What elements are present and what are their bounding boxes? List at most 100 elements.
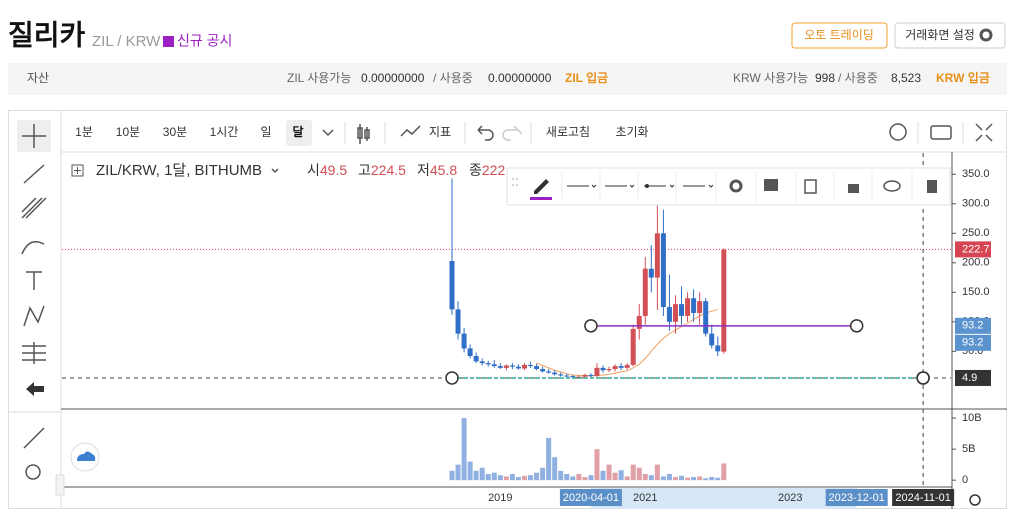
legend-plus <box>74 167 81 174</box>
legend-chevron[interactable] <box>271 168 279 174</box>
segment-handle[interactable] <box>584 319 598 333</box>
volume-bar <box>521 475 527 481</box>
volume-bar <box>479 467 485 481</box>
trendline-tool[interactable] <box>23 164 45 184</box>
lock-icon[interactable] <box>848 184 859 193</box>
drawing-toolbar <box>506 167 951 206</box>
settings-button[interactable] <box>894 22 1006 49</box>
candle-body <box>570 376 576 378</box>
fullscreen-icon[interactable] <box>975 123 993 142</box>
redo[interactable] <box>502 125 523 141</box>
pattern-tool[interactable] <box>23 305 45 327</box>
segment-handle[interactable] <box>849 319 864 333</box>
undo[interactable] <box>477 125 494 141</box>
line-style-icons[interactable] <box>567 184 714 188</box>
candle-body <box>515 366 521 369</box>
volume-bar <box>691 477 697 481</box>
chart-type-icon[interactable] <box>357 124 370 144</box>
volume-bar <box>467 461 473 481</box>
candle-body <box>630 328 636 365</box>
volume-bar <box>600 470 606 481</box>
volume-bar <box>654 464 660 481</box>
volume-bar <box>685 477 691 481</box>
interval[interactable]: 일 <box>260 125 271 139</box>
pair: ZIL / KRW <box>92 33 161 50</box>
candle-body <box>648 268 654 278</box>
ruler-tool[interactable] <box>23 427 45 449</box>
candle-body <box>521 364 527 369</box>
reset[interactable]: 초기화 <box>615 125 648 139</box>
krw-in-use: 8,523 <box>891 71 921 85</box>
interval[interactable]: 1분 <box>75 125 93 139</box>
y2-tick-label: 0 <box>962 474 968 486</box>
y-tick-label: 150.0 <box>962 286 990 298</box>
brush-tool[interactable] <box>21 240 45 255</box>
candle-body <box>546 371 552 373</box>
clone-icon[interactable] <box>804 179 817 194</box>
interval[interactable]: 달 <box>292 125 303 139</box>
candle-body <box>461 333 467 349</box>
volume-bar <box>552 457 558 481</box>
krw-deposit[interactable]: KRW 입금 <box>936 71 990 85</box>
zil-available-label: ZIL 사용가능 <box>287 71 351 85</box>
zil-in-use-label: / 사용중 <box>433 71 473 85</box>
y2-tick-label: 10B <box>962 412 982 424</box>
settings-icon[interactable] <box>889 123 907 141</box>
interval-dropdown[interactable] <box>322 129 334 137</box>
candle-body <box>636 315 642 329</box>
candle-body <box>485 363 491 365</box>
candle-body <box>467 348 473 357</box>
x-tick-label: 2021 <box>633 492 657 504</box>
volume-bar <box>503 476 509 481</box>
asset-label: 자산 <box>27 71 49 85</box>
indicator-label[interactable]: 지표 <box>429 125 451 139</box>
axis-settings[interactable] <box>969 494 981 506</box>
interval[interactable]: 1시간 <box>210 125 239 139</box>
y-tick-label: 200.0 <box>962 257 990 269</box>
candle-body <box>715 345 721 352</box>
candle-body <box>666 307 672 322</box>
volume-bar <box>540 467 546 481</box>
draw-settings[interactable] <box>729 179 743 193</box>
candle-body <box>509 365 515 367</box>
x-tick-label: 2024-11-01 <box>895 492 950 504</box>
krw-in-use-label: / 사용중 <box>838 71 878 85</box>
fib-tool[interactable] <box>21 197 47 219</box>
y2-tick-label: 5B <box>962 443 975 455</box>
visibility-icon[interactable] <box>883 180 901 192</box>
time-label-bg <box>825 489 888 506</box>
segment-handle[interactable] <box>445 371 459 385</box>
candle-body <box>588 374 594 377</box>
volume-bar <box>642 473 648 481</box>
price-marker-label: 93.2 <box>962 320 983 332</box>
y-tick-label: 350.0 <box>962 168 990 180</box>
measure-tool[interactable] <box>22 342 46 364</box>
auto-trade-button[interactable] <box>791 22 888 49</box>
indicator-icon[interactable] <box>400 125 421 137</box>
drag-handle[interactable] <box>512 178 518 186</box>
zoom-tool[interactable] <box>25 464 41 480</box>
candle-body <box>534 366 540 370</box>
candle-body <box>606 369 612 371</box>
screenshot-icon[interactable] <box>930 125 952 140</box>
refresh[interactable]: 새로고침 <box>546 125 590 139</box>
template-icon[interactable] <box>764 179 778 191</box>
collapse-tab[interactable] <box>55 474 65 496</box>
delete-icon[interactable] <box>927 180 937 193</box>
candle-body <box>618 366 624 368</box>
line-end-dot <box>645 184 649 188</box>
legend-toggle[interactable] <box>71 164 84 177</box>
text-tool[interactable] <box>26 271 42 290</box>
back-tool[interactable] <box>26 382 44 396</box>
notice[interactable]: 신규 공시 <box>177 33 232 49</box>
candle-body <box>594 367 600 377</box>
interval[interactable]: 10분 <box>116 125 140 139</box>
pen-icon[interactable] <box>534 179 549 194</box>
interval[interactable]: 30분 <box>163 125 187 139</box>
volume-bar <box>570 476 576 481</box>
volume-bar <box>624 476 630 481</box>
volume-bar <box>618 470 624 481</box>
zil-deposit[interactable]: ZIL 입금 <box>565 71 608 85</box>
high-value: 224.5 <box>371 162 406 178</box>
